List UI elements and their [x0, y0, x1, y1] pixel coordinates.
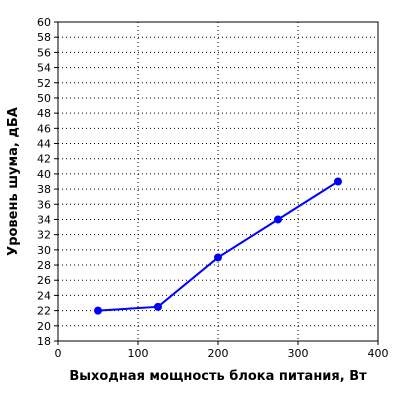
y-tick-label: 60 — [37, 16, 51, 29]
y-tick-label: 34 — [37, 213, 51, 226]
y-tick-label: 28 — [37, 259, 51, 272]
data-point — [334, 177, 342, 186]
data-point — [94, 306, 102, 315]
y-tick-label: 24 — [37, 289, 51, 302]
data-point — [214, 253, 222, 262]
data-point — [154, 302, 162, 311]
y-tick-label: 36 — [37, 198, 51, 211]
y-axis-title: Уровень шума, дБА — [6, 107, 21, 256]
y-tick-label: 30 — [37, 244, 51, 257]
y-tick-label: 46 — [37, 122, 51, 135]
x-tick-label: 100 — [128, 347, 149, 360]
x-tick-label: 400 — [368, 347, 389, 360]
x-tick-label: 0 — [55, 347, 62, 360]
y-tick-label: 40 — [37, 168, 51, 181]
y-tick-label: 32 — [37, 229, 51, 242]
x-tick-label: 300 — [288, 347, 309, 360]
y-tick-label: 42 — [37, 153, 51, 166]
data-point — [274, 215, 282, 224]
y-tick-label: 22 — [37, 305, 51, 318]
y-tick-label: 58 — [37, 31, 51, 44]
y-axis-ticks: 18 20 22 24 26 28 30 32 34 36 38 40 42 44 46 48 50 52 54 56… — [37, 16, 58, 348]
x-tick-label: 200 — [208, 347, 229, 360]
x-axis-title: Выходная мощность блока питания, Вт — [69, 369, 367, 384]
y-tick-label: 52 — [37, 77, 51, 90]
x-axis-ticks: 0 100 200 300 400 — [55, 341, 389, 360]
y-tick-label: 54 — [37, 62, 51, 75]
y-tick-label: 50 — [37, 92, 51, 105]
plot-area-frame — [57, 21, 379, 342]
y-tick-label: 38 — [37, 183, 51, 196]
y-tick-label: 44 — [37, 138, 51, 151]
y-tick-label: 56 — [37, 46, 51, 59]
y-tick-label: 20 — [37, 320, 51, 333]
series — [94, 177, 342, 315]
y-tick-label: 26 — [37, 274, 51, 287]
y-tick-label: 48 — [37, 107, 51, 120]
y-tick-label: 18 — [37, 335, 51, 348]
grid — [57, 21, 379, 342]
